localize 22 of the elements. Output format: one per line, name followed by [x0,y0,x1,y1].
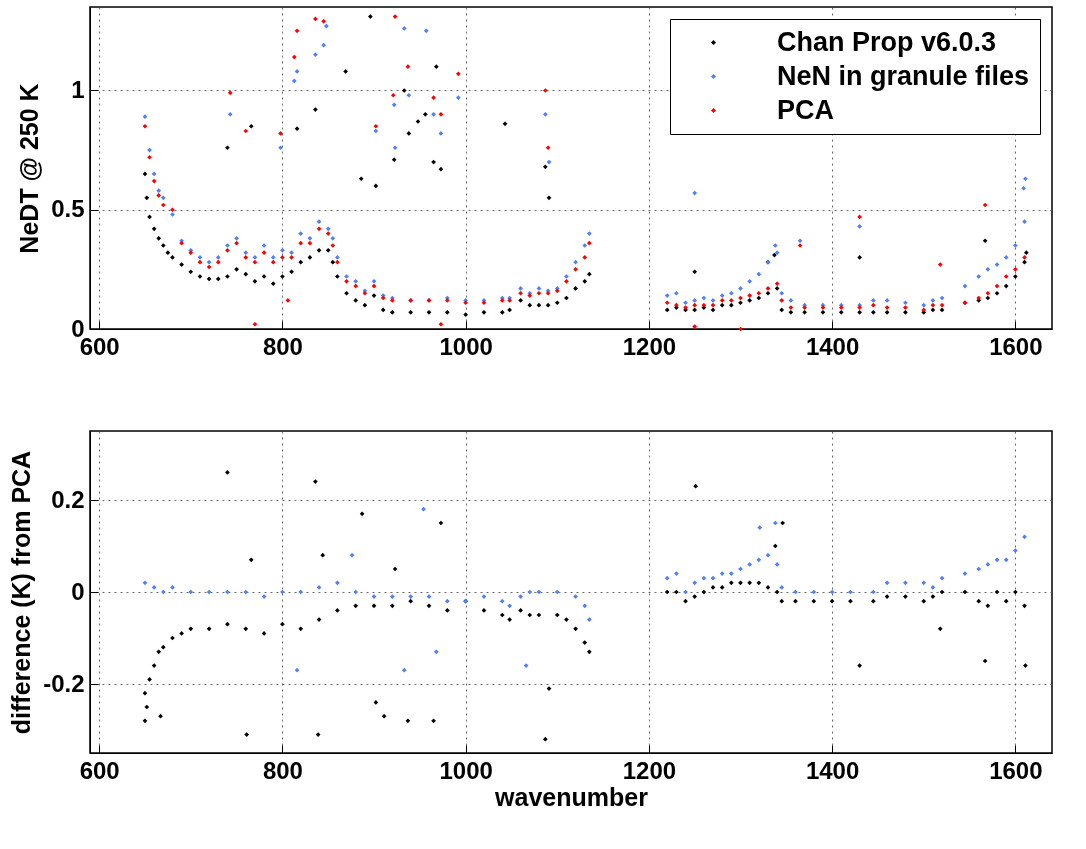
legend-label: NeN in granule files [777,60,1030,91]
y-tick-label: -0.2 [43,669,85,697]
x-tick-label: 1600 [989,756,1043,784]
y-tick-label: 0.5 [51,195,85,223]
x-tick-label: 1000 [439,756,493,784]
y-axis-title: NeDT @ 250 K [15,83,44,254]
y-tick-label: 1 [71,75,85,103]
x-tick-label: 1200 [622,756,677,784]
x-tick-label: 1600 [989,332,1043,360]
x-tick-label: 800 [262,332,303,360]
legend-label: PCA [777,94,835,125]
x-tick-label: 1400 [805,756,860,784]
x-axis-title: wavenumber [494,782,649,811]
y-tick-label: 0 [71,577,85,605]
x-tick-label: 1000 [439,332,493,360]
x-tick-label: 1200 [622,332,677,360]
x-tick-label: 800 [262,756,303,784]
y-tick-label: 0.2 [51,485,85,513]
y-axis-title: difference (K) from PCA [7,450,36,735]
x-tick-label: 1400 [805,332,860,360]
x-tick-label: 600 [79,756,120,784]
legend-label: Chan Prop v6.0.3 [777,26,997,57]
